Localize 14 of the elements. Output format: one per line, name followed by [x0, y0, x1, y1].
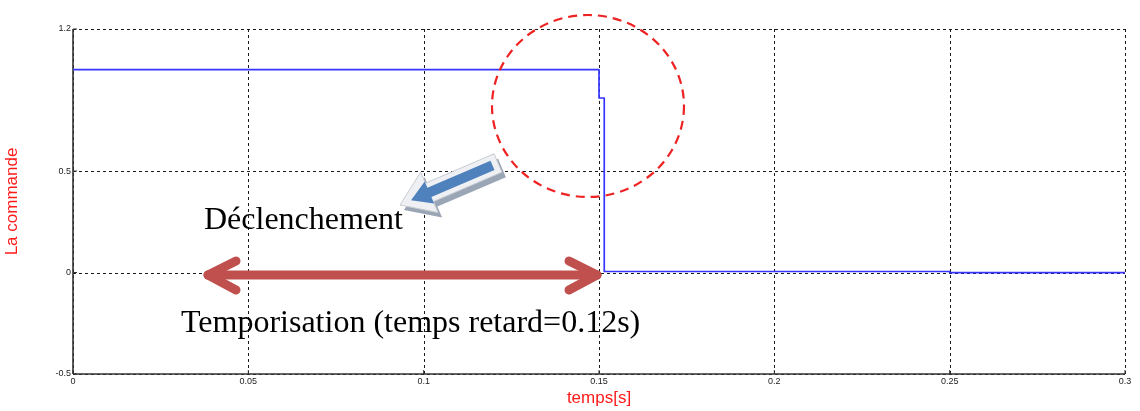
- x-tick-label: 0.05: [239, 375, 258, 386]
- annotation: Temporisation (temps retard=0.12s): [181, 303, 641, 339]
- y-tick-label: 0.5: [58, 165, 71, 176]
- x-axis-title: temps[s]: [566, 388, 632, 408]
- x-tick-label: 0.25: [940, 375, 959, 386]
- x-tick-label: 0.3: [1118, 375, 1132, 386]
- y-tick-label: -0.5: [55, 368, 71, 379]
- y-axis-title: La commande: [1, 147, 21, 256]
- x-tick-label: 0.2: [768, 375, 781, 386]
- x-tick-label: 0.1: [417, 375, 430, 386]
- y-tick-label: 0: [65, 267, 71, 278]
- x-tick-label: 0.15: [590, 375, 608, 386]
- y-tick-label: 1.2: [58, 23, 71, 34]
- annotation: Déclenchement: [204, 200, 403, 236]
